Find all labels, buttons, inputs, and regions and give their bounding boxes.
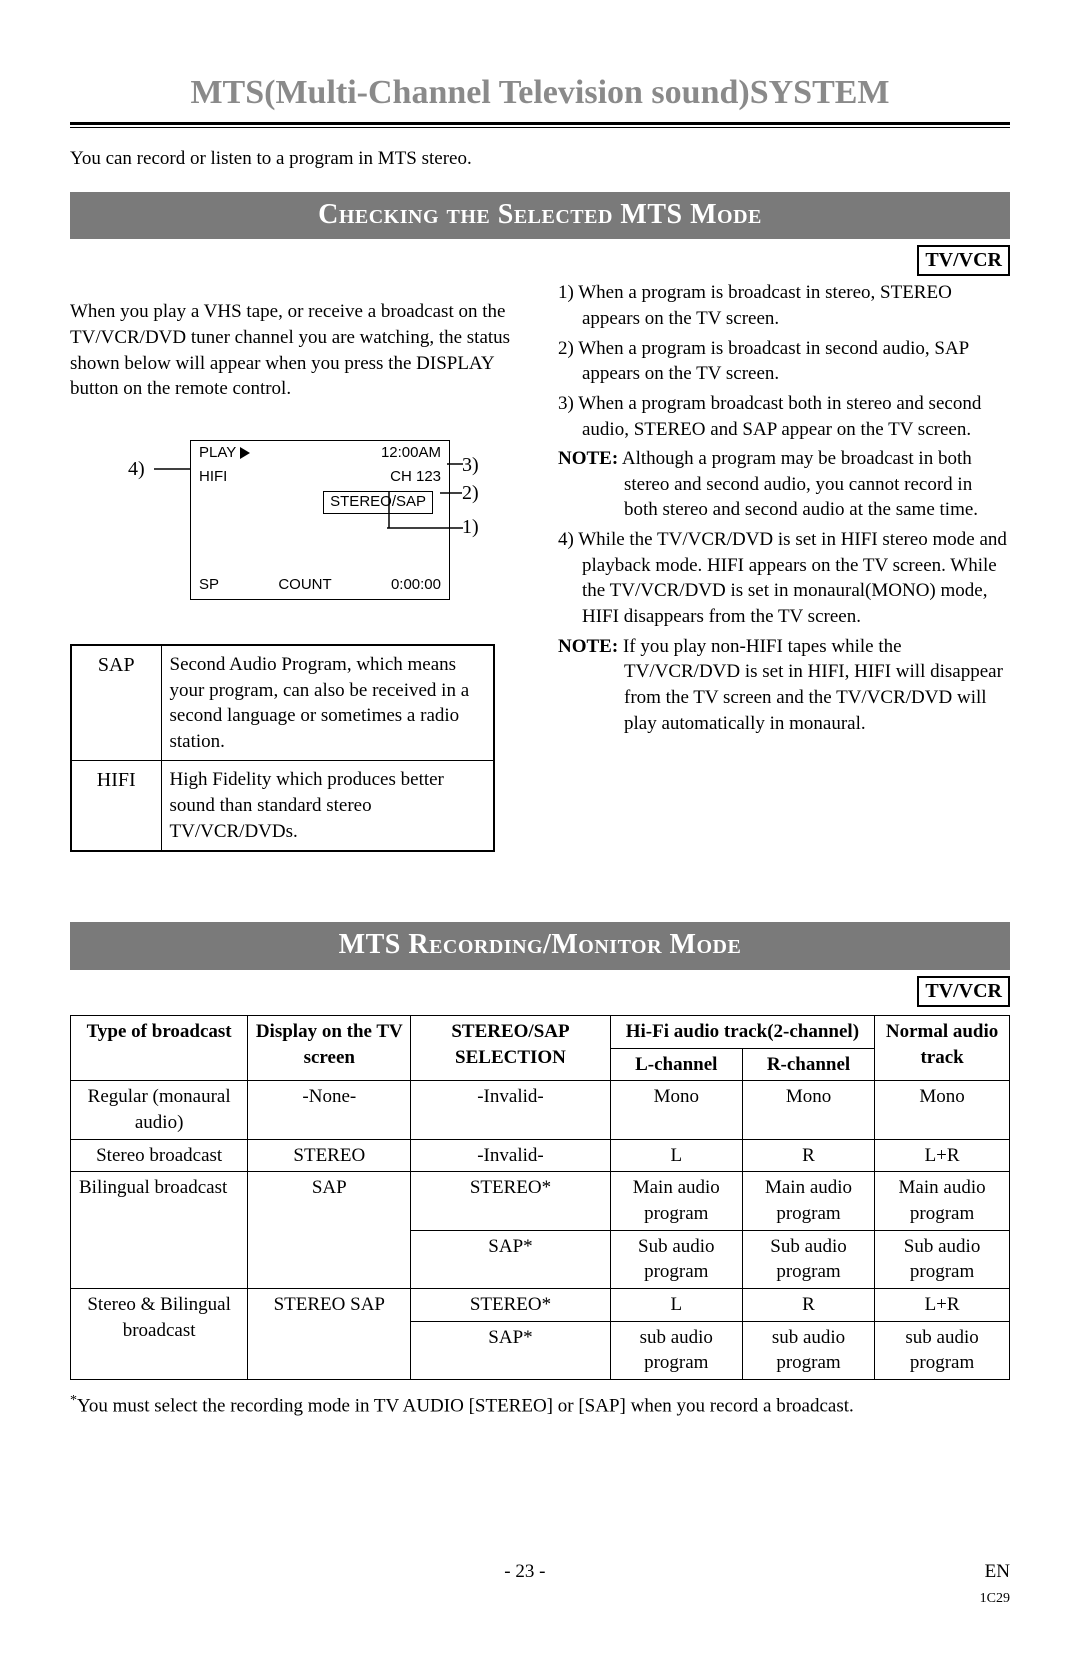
osd-time: 12:00AM [381, 443, 441, 463]
h-disp: Display on the TV screen [248, 1016, 411, 1081]
footer: - 23 - EN 1C29 [70, 1559, 1010, 1610]
osd-channel: CH 123 [390, 467, 441, 487]
definition-table: SAP Second Audio Program, which means yo… [70, 644, 495, 852]
page-title: MTS(Multi-Channel Television sound)SYSTE… [70, 70, 1010, 116]
h-norm: Normal audio track [875, 1016, 1010, 1081]
osd-box: PLAY 12:00AM HIFI CH 123 STEREO/SAP SP C… [190, 440, 450, 600]
page-number: - 23 - [70, 1559, 980, 1610]
callout-4: 4) [128, 456, 145, 483]
left-paragraph: When you play a VHS tape, or receive a b… [70, 299, 522, 402]
osd-diagram: 4) PLAY 12:00AM HIFI CH 123 STEREO/SAP S… [82, 426, 522, 626]
play-icon [240, 447, 250, 459]
osd-sp: SP [199, 575, 219, 595]
def-hifi-desc: High Fidelity which produces better soun… [161, 761, 494, 851]
item-1: 1) When a program is broadcast in stereo… [558, 280, 1010, 331]
note-1: NOTE: Although a program may be broadcas… [558, 446, 1010, 523]
section2-heading: MTS Recording/Monitor Mode [70, 922, 1010, 970]
tv-vcr-badge: TV/VCR [917, 245, 1010, 276]
note-2: NOTE: If you play non-HIFI tapes while t… [558, 634, 1010, 737]
h-type: Type of broadcast [71, 1016, 248, 1081]
h-l: L-channel [610, 1048, 742, 1081]
def-hifi-term: HIFI [71, 761, 161, 851]
table-row: Stereo broadcast STEREO -Invalid- L R L+… [71, 1139, 1010, 1172]
item-3: 3) When a program broadcast both in ster… [558, 391, 1010, 442]
title-rule [70, 122, 1010, 128]
item-4: 4) While the TV/VCR/DVD is set in HIFI s… [558, 527, 1010, 630]
def-sap-term: SAP [71, 645, 161, 761]
item-2: 2) When a program is broadcast in second… [558, 336, 1010, 387]
footer-code: 1C29 [980, 1591, 1010, 1606]
mts-table: Type of broadcast Display on the TV scre… [70, 1015, 1010, 1380]
callout-1: 1) [462, 514, 479, 541]
footnote: *You must select the recording mode in T… [70, 1392, 1010, 1419]
h-hifi: Hi-Fi audio track(2-channel) [610, 1016, 875, 1049]
section1-heading: Checking the Selected MTS Mode [70, 192, 1010, 240]
osd-counter: 0:00:00 [391, 575, 441, 595]
h-r: R-channel [742, 1048, 874, 1081]
def-sap-desc: Second Audio Program, which means your p… [161, 645, 494, 761]
intro-text: You can record or listen to a program in… [70, 146, 1010, 172]
osd-count: COUNT [278, 575, 331, 595]
table-row: Bilingual broadcast SAP STEREO* Main aud… [71, 1172, 1010, 1230]
table-row: Regular (monaural audio) -None- -Invalid… [71, 1081, 1010, 1139]
footer-lang: EN [985, 1561, 1010, 1582]
tv-vcr-badge-2: TV/VCR [917, 976, 1010, 1007]
callout-3: 3) [462, 452, 479, 479]
right-column: 1) When a program is broadcast in stereo… [558, 280, 1010, 852]
table-row: Stereo & Bilingual broadcast STEREO SAP … [71, 1288, 1010, 1321]
osd-hifi: HIFI [199, 467, 227, 487]
osd-play: PLAY [199, 444, 236, 461]
h-sel: STEREO/SAP SELECTION [411, 1016, 610, 1081]
callout-2: 2) [462, 480, 479, 507]
osd-stereo-sap: STEREO/SAP [323, 491, 433, 513]
